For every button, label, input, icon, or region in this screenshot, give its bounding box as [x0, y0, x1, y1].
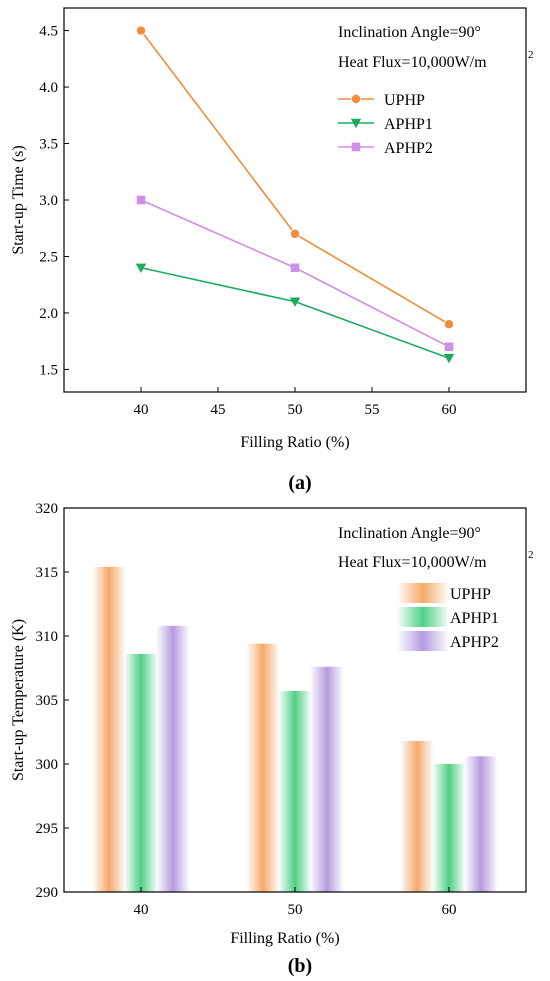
- chart-a: 40 45 50 55 60 1.5 2.0 2.5 3.0 3.5 4.0 4.5 Inclina…: [10, 7, 534, 494]
- chart-a-x-tick-label: 50: [288, 402, 303, 418]
- chart-a-annotation-angle: Inclination Angle=90°: [338, 24, 481, 41]
- chart-a-legend-label-uphp: UPHP: [384, 92, 425, 109]
- chart-a-point-uphp: [289, 228, 300, 239]
- chart-b-annotation-flux-exponent: 2: [528, 549, 534, 561]
- chart-b: 40 50 60 290 295 300 305 310 315 320 Inclination…: [10, 501, 534, 977]
- chart-b-legend-label-uphp: UPHP: [450, 586, 491, 603]
- chart-b-legend-label-aphp1: APHP1: [450, 610, 499, 627]
- chart-a-annotation-flux: Heat Flux=10,000W/m: [338, 54, 487, 71]
- chart-a-x-axis-label: Filling Ratio (%): [240, 434, 349, 451]
- chart-b-y-tick-label: 290: [36, 885, 59, 901]
- chart-a-line-aphp1: [140, 266, 450, 359]
- chart-a-panel-label: (a): [288, 472, 311, 494]
- chart-a-legend-marker-aphp2: [351, 142, 361, 152]
- chart-b-y-axis: 290 295 300 305 310 315 320: [36, 501, 69, 901]
- chart-b-bars: [93, 566, 497, 892]
- chart-b-legend-swatch-aphp2: [398, 631, 448, 651]
- chart-a-point-aphp2: [290, 263, 300, 273]
- chart-b-annotation-flux: Heat Flux=10,000W/m: [338, 554, 487, 571]
- chart-b-bar-aphp1: [125, 653, 157, 892]
- chart-b-y-tick-label: 295: [36, 821, 59, 837]
- chart-b-legend-label-aphp2: APHP2: [450, 634, 499, 651]
- chart-a-y-tick-label: 4.5: [39, 24, 58, 40]
- chart-b-bar-uphp: [401, 740, 433, 892]
- chart-a-point-uphp: [443, 319, 454, 330]
- chart-a-legend: UPHP APHP1 APHP2: [338, 92, 433, 157]
- chart-b-x-tick-label: 50: [288, 902, 303, 918]
- chart-a-point-aphp1: [443, 353, 455, 364]
- chart-a-point-uphp: [135, 25, 146, 36]
- chart-a-y-tick-label: 4.0: [39, 80, 58, 96]
- chart-b-x-axis-label: Filling Ratio (%): [230, 930, 339, 947]
- chart-a-y-tick-label: 1.5: [39, 362, 58, 378]
- chart-b-y-tick-label: 310: [36, 629, 59, 645]
- chart-b-panel-label: (b): [288, 955, 312, 977]
- chart-a-legend-label-aphp2: APHP2: [384, 140, 433, 157]
- chart-a-x-tick-label: 60: [442, 402, 457, 418]
- chart-b-y-tick-label: 320: [36, 501, 59, 517]
- chart-b-bar-aphp1: [433, 764, 465, 892]
- chart-b-bar-aphp2: [311, 666, 343, 892]
- chart-a-legend-marker-uphp: [350, 94, 361, 105]
- chart-a-y-tick-label: 2.0: [39, 306, 58, 322]
- chart-b-x-tick-label: 40: [134, 902, 149, 918]
- chart-a-x-tick-label: 40: [134, 402, 149, 418]
- chart-b-bar-aphp2: [157, 625, 189, 892]
- chart-b-y-tick-label: 300: [36, 757, 59, 773]
- chart-b-legend: UPHP APHP1 APHP2: [398, 583, 499, 651]
- chart-a-y-tick-label: 3.0: [39, 193, 58, 209]
- chart-a-y-axis-label: Start-up Time (s): [10, 145, 27, 254]
- chart-b-x-axis: 40 50 60: [134, 887, 457, 918]
- chart-a-legend-marker-aphp1: [350, 118, 362, 129]
- chart-b-annotation-angle: Inclination Angle=90°: [338, 525, 481, 542]
- chart-a-line-uphp: [140, 30, 450, 325]
- chart-b-legend-swatch-uphp: [398, 583, 448, 603]
- chart-b-y-tick-label: 305: [36, 693, 59, 709]
- chart-a-series: [135, 25, 455, 364]
- chart-b-y-axis-label: Start-up Temperature (K): [10, 619, 27, 781]
- chart-b-x-tick-label: 60: [442, 902, 457, 918]
- chart-b-legend-swatch-aphp1: [398, 607, 448, 627]
- chart-a-y-tick-label: 3.5: [39, 137, 58, 153]
- chart-a-x-tick-label: 45: [211, 402, 226, 418]
- chart-a-line-aphp2: [140, 199, 450, 348]
- chart-b-y-tick-label: 315: [36, 565, 59, 581]
- chart-b-bar-aphp1: [279, 691, 311, 892]
- chart-b-bar-aphp2: [465, 756, 497, 892]
- chart-a-point-aphp1: [135, 263, 147, 273]
- chart-a-point-aphp1: [289, 297, 301, 307]
- chart-a-x-axis: 40 45 50 55 60: [134, 387, 457, 418]
- chart-a-point-aphp2: [136, 195, 146, 205]
- chart-a-annotation-flux-exponent: 2: [528, 49, 534, 61]
- chart-a-y-axis: 1.5 2.0 2.5 3.0 3.5 4.0 4.5: [39, 24, 69, 378]
- chart-a-x-tick-label: 55: [365, 402, 380, 418]
- chart-b-bar-uphp: [93, 566, 125, 892]
- chart-a-point-aphp2: [444, 342, 454, 352]
- chart-a-y-tick-label: 2.5: [39, 249, 58, 265]
- chart-b-bar-uphp: [247, 643, 279, 892]
- chart-a-legend-label-aphp1: APHP1: [384, 116, 433, 133]
